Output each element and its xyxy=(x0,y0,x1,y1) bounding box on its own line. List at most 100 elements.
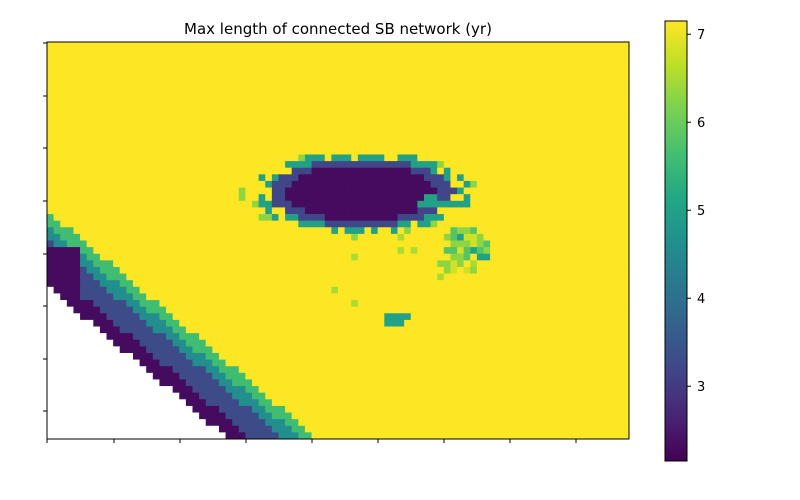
heatmap-cell xyxy=(139,75,147,83)
heatmap-cell xyxy=(457,333,465,341)
heatmap-cell xyxy=(397,273,405,281)
heatmap-cell xyxy=(139,346,147,354)
heatmap-cell xyxy=(470,167,478,175)
heatmap-cell xyxy=(199,61,207,69)
heatmap-cell xyxy=(252,68,260,76)
heatmap-cell xyxy=(245,147,253,155)
heatmap-cell xyxy=(80,128,88,136)
heatmap-cell xyxy=(536,68,544,76)
heatmap-cell xyxy=(516,366,524,374)
heatmap-cell xyxy=(529,220,537,228)
heatmap-cell xyxy=(113,114,121,122)
heatmap-cell xyxy=(582,280,590,288)
heatmap-cell xyxy=(463,101,471,109)
heatmap-cell xyxy=(490,286,498,294)
heatmap-cell xyxy=(119,180,127,188)
heatmap-cell xyxy=(285,405,293,413)
heatmap-cell xyxy=(496,114,504,122)
heatmap-cell xyxy=(99,68,107,76)
heatmap-cell xyxy=(364,352,372,360)
heatmap-cell xyxy=(232,306,240,314)
heatmap-cell xyxy=(543,326,551,334)
heatmap-cell xyxy=(364,253,372,261)
heatmap-cell xyxy=(166,293,174,301)
heatmap-cell xyxy=(377,372,385,380)
heatmap-cell xyxy=(450,379,458,387)
heatmap-cell xyxy=(516,128,524,136)
heatmap-cell xyxy=(476,319,484,327)
heatmap-cell xyxy=(463,174,471,182)
heatmap-cell xyxy=(503,128,511,136)
heatmap-cell xyxy=(523,55,531,63)
heatmap-cell xyxy=(53,141,61,149)
heatmap-cell xyxy=(324,379,332,387)
heatmap-cell xyxy=(232,386,240,394)
heatmap-cell xyxy=(595,233,603,241)
heatmap-cell xyxy=(423,253,431,261)
heatmap-cell xyxy=(443,174,451,182)
heatmap-cell xyxy=(463,108,471,116)
heatmap-cell xyxy=(225,214,233,222)
heatmap-cell xyxy=(172,319,180,327)
heatmap-cell xyxy=(73,253,81,261)
heatmap-cell xyxy=(86,306,94,314)
heatmap-cell xyxy=(218,141,226,149)
heatmap-cell xyxy=(199,154,207,162)
heatmap-cell xyxy=(562,134,570,142)
heatmap-cell xyxy=(73,42,81,50)
heatmap-cell xyxy=(543,200,551,208)
heatmap-cell xyxy=(93,108,101,116)
heatmap-cell xyxy=(304,220,312,228)
heatmap-cell xyxy=(185,233,193,241)
heatmap-cell xyxy=(523,101,531,109)
heatmap-cell xyxy=(562,372,570,380)
heatmap-cell xyxy=(212,207,220,215)
heatmap-cell xyxy=(390,392,398,400)
heatmap-cell xyxy=(437,326,445,334)
heatmap-cell xyxy=(562,42,570,50)
heatmap-cell xyxy=(371,346,379,354)
heatmap-cell xyxy=(549,233,557,241)
heatmap-cell xyxy=(238,240,246,248)
heatmap-cell xyxy=(86,300,94,308)
heatmap-cell xyxy=(232,81,240,89)
heatmap-cell xyxy=(483,352,491,360)
heatmap-cell xyxy=(47,260,55,268)
heatmap-cell xyxy=(99,352,107,360)
heatmap-cell xyxy=(66,187,74,195)
heatmap-cell xyxy=(509,147,517,155)
heatmap-cell xyxy=(384,372,392,380)
heatmap-cell xyxy=(430,333,438,341)
heatmap-cell xyxy=(543,134,551,142)
heatmap-cell xyxy=(119,253,127,261)
heatmap-cell xyxy=(390,174,398,182)
heatmap-cell xyxy=(463,405,471,413)
heatmap-cell xyxy=(496,134,504,142)
heatmap-cell xyxy=(569,405,577,413)
heatmap-cell xyxy=(404,108,412,116)
heatmap-cell xyxy=(185,207,193,215)
heatmap-cell xyxy=(463,346,471,354)
heatmap-cell xyxy=(430,372,438,380)
heatmap-cell xyxy=(132,167,140,175)
heatmap-cell xyxy=(47,154,55,162)
heatmap-cell xyxy=(265,266,273,274)
heatmap-cell xyxy=(285,286,293,294)
heatmap-cell xyxy=(73,161,81,169)
heatmap-cell xyxy=(410,247,418,255)
heatmap-cell xyxy=(166,167,174,175)
heatmap-cell xyxy=(615,214,623,222)
heatmap-cell xyxy=(185,240,193,248)
heatmap-cell xyxy=(390,399,398,407)
heatmap-cell xyxy=(66,227,74,235)
heatmap-cell xyxy=(60,161,68,169)
heatmap-cell xyxy=(457,180,465,188)
heatmap-cell xyxy=(192,319,200,327)
heatmap-cell xyxy=(549,147,557,155)
heatmap-cell xyxy=(212,266,220,274)
heatmap-cell xyxy=(384,240,392,248)
heatmap-cell xyxy=(47,247,55,255)
heatmap-cell xyxy=(357,233,365,241)
heatmap-cell xyxy=(377,167,385,175)
heatmap-cell xyxy=(152,412,160,420)
